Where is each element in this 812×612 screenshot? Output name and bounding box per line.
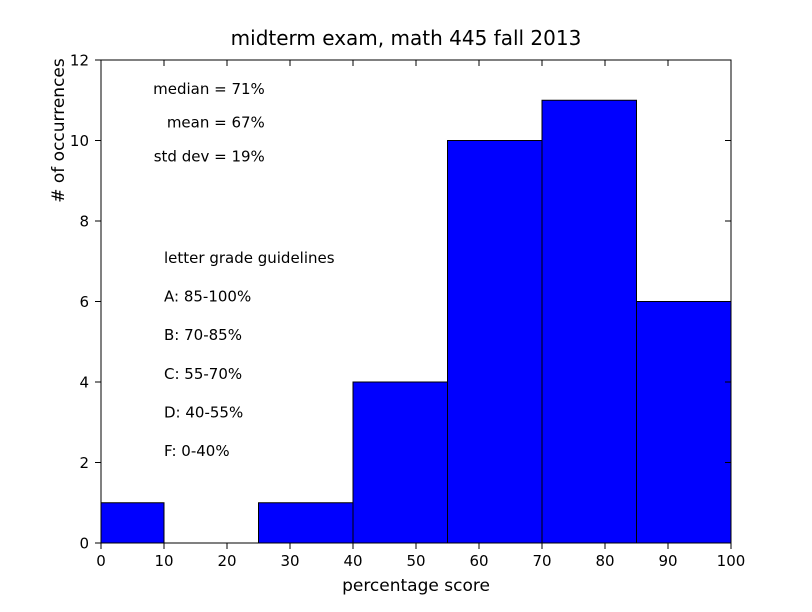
grade-guidelines-line: B: 70-85% [164, 326, 242, 344]
histogram-bar [448, 141, 543, 544]
x-tick-label: 60 [469, 552, 488, 570]
grade-guidelines-heading: letter grade guidelines [164, 249, 335, 267]
x-tick-label: 40 [343, 552, 362, 570]
x-tick-label: 70 [532, 552, 551, 570]
y-tick-label: 8 [79, 212, 89, 230]
y-axis-label: # of occurrences [49, 0, 69, 372]
x-tick-label: 100 [717, 552, 746, 570]
y-tick-label: 0 [79, 534, 89, 552]
histogram-bar [259, 503, 354, 543]
histogram-chart: 0 10 20 30 40 50 60 70 80 90 100 0 2 4 6 8 10 12 median = … [0, 0, 812, 612]
y-tick-label: 12 [70, 51, 89, 69]
y-tick-label: 4 [79, 373, 89, 391]
x-tick-label: 30 [280, 552, 299, 570]
y-tick-label: 6 [79, 293, 89, 311]
x-axis-label: percentage score [101, 576, 731, 596]
y-tick-label: 2 [79, 454, 89, 472]
histogram-bar [353, 382, 448, 543]
y-tick-label: 10 [70, 132, 89, 150]
x-tick-label: 0 [96, 552, 106, 570]
grade-guidelines-line: F: 0-40% [164, 442, 230, 460]
stats-line: mean = 67% [167, 114, 265, 132]
histogram-bar [637, 302, 732, 544]
grade-guidelines-line: A: 85-100% [164, 288, 251, 306]
x-tick-label: 20 [217, 552, 236, 570]
histogram-bar [542, 100, 637, 543]
stats-line: std dev = 19% [154, 147, 265, 165]
stats-line: median = 71% [153, 80, 265, 98]
grade-guidelines-line: D: 40-55% [164, 403, 243, 421]
x-tick-label: 10 [154, 552, 173, 570]
figure-container: midterm exam, math 445 fall 2013 0102030… [0, 0, 812, 612]
x-tick-label: 90 [658, 552, 677, 570]
x-tick-label: 50 [406, 552, 425, 570]
x-tick-label: 80 [595, 552, 614, 570]
histogram-bar [101, 503, 164, 543]
grade-guidelines-line: C: 55-70% [164, 365, 242, 383]
